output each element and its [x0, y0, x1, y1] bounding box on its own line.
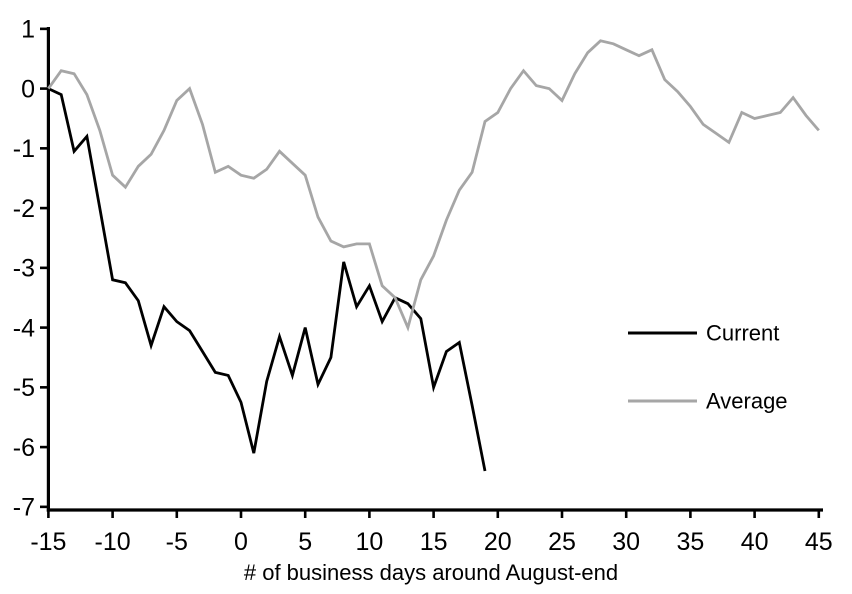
x-axis: -15 -10 -5 0 5 10 15 20 25 30 35 40 45 # of business…	[30, 508, 833, 585]
y-tick-label: -3	[13, 255, 35, 283]
x-axis-title: # of business days around August-end	[244, 560, 618, 585]
x-tick-label: -10	[95, 528, 131, 556]
plot-series	[47, 39, 820, 472]
y-tick-label: 0	[21, 75, 35, 103]
average-series-line	[47, 39, 820, 332]
y-axis-ticks: 1 0 -1 -2 -3 -4 -5 -6 -7	[13, 16, 49, 522]
x-tick-label: -5	[166, 528, 188, 556]
x-tick-label: 30	[612, 528, 640, 556]
x-tick-label: 45	[805, 528, 833, 556]
x-tick-label: 15	[420, 528, 448, 556]
y-tick-label: -2	[13, 195, 35, 223]
y-tick-label: 1	[21, 16, 35, 44]
legend: Current Average	[628, 321, 788, 414]
x-tick-label: 0	[234, 528, 248, 556]
legend-average-label: Average	[706, 389, 788, 414]
x-tick-label: 10	[355, 528, 383, 556]
y-tick-label: -7	[13, 494, 35, 522]
x-tick-label: 40	[741, 528, 769, 556]
y-tick-label: -4	[13, 314, 35, 342]
y-tick-label: -6	[13, 434, 35, 462]
x-tick-label: -15	[30, 528, 66, 556]
x-tick-label: 20	[484, 528, 512, 556]
x-tick-label: 5	[298, 528, 312, 556]
legend-current-label: Current	[706, 321, 779, 346]
x-tick-label: 25	[548, 528, 576, 556]
y-tick-label: -1	[13, 135, 35, 163]
y-tick-label: -5	[13, 374, 35, 402]
x-axis-ticks: -15 -10 -5 0 5 10 15 20 25 30 35 40 45	[30, 510, 833, 556]
y-axis: 1 0 -1 -2 -3 -4 -5 -6 -7	[13, 16, 51, 522]
x-tick-label: 35	[676, 528, 704, 556]
